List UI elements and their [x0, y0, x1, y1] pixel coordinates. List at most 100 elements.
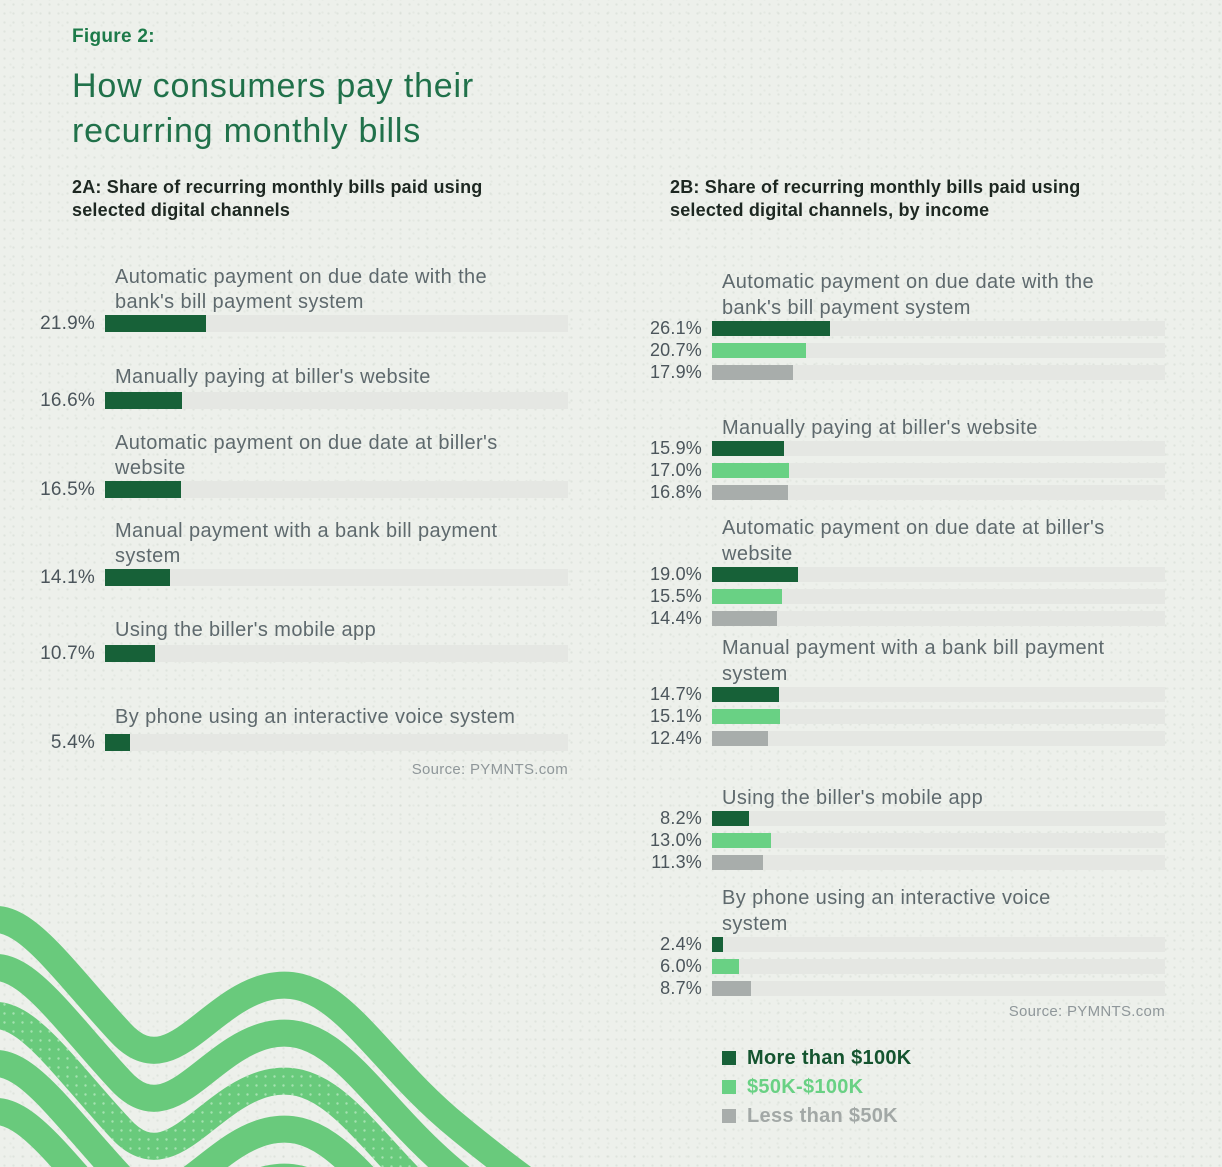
bar-track	[105, 315, 568, 332]
value-label: 8.7%	[660, 978, 702, 998]
bar-fill	[105, 392, 182, 409]
bar-fill	[105, 734, 130, 751]
category-label: Automatic payment on due date at biller'…	[115, 432, 498, 479]
figure-title: How consumers pay their recurring monthl…	[72, 67, 474, 150]
legend-item-50k-100k: $50K-$100K	[722, 1075, 1165, 1099]
bar-fill	[712, 485, 789, 500]
bar-track	[105, 645, 568, 662]
value-label: 6.0%	[660, 956, 702, 976]
chart-2a-row: Manually paying at biller's website 16.6…	[40, 365, 568, 411]
bar-fill	[712, 731, 769, 746]
bar-fill	[712, 463, 789, 478]
bar-track	[712, 589, 1165, 604]
category-label: Using the biller's mobile app	[722, 787, 984, 809]
category-label: Manual payment with a bank bill payment …	[115, 520, 498, 567]
value-label: 2.4%	[660, 934, 702, 954]
bar-fill	[712, 855, 764, 870]
value-label: 15.1%	[649, 706, 702, 726]
value-label: 19.0%	[649, 564, 702, 584]
category-label: By phone using an interactive voice syst…	[722, 887, 1051, 935]
bar-fill	[712, 937, 723, 952]
chart-2b-group: Using the biller's mobile app 8.2% 13.0%…	[645, 785, 1165, 872]
bar-track	[712, 321, 1165, 336]
chart-2b-group: Automatic payment on due date at biller'…	[645, 515, 1165, 628]
chart-2a-row: Automatic payment on due date with the b…	[40, 265, 568, 334]
bar-track	[712, 485, 1165, 500]
bar-track	[712, 959, 1165, 974]
legend-label: $50K-$100K	[747, 1075, 864, 1098]
category-label: By phone using an interactive voice syst…	[115, 706, 516, 728]
bar-track	[712, 567, 1165, 582]
bar-fill	[712, 611, 778, 626]
value-label: 21.9%	[40, 312, 95, 334]
bar-fill	[712, 687, 779, 702]
category-label: Automatic payment on due date at biller'…	[722, 517, 1105, 565]
chart-2a-row: Automatic payment on due date at biller'…	[40, 431, 568, 500]
chart-2a-heading: 2A: Share of recurring monthly bills pai…	[72, 177, 483, 220]
category-label: Manual payment with a bank bill payment …	[722, 637, 1105, 685]
bar-fill	[712, 589, 783, 604]
bar-fill	[712, 833, 771, 848]
bar-track	[712, 855, 1165, 870]
decorative-wave-graphic	[0, 906, 532, 1167]
value-label: 14.1%	[40, 566, 95, 588]
value-label: 12.4%	[649, 728, 702, 748]
chart-2a-row: By phone using an interactive voice syst…	[40, 705, 568, 753]
value-label: 16.8%	[649, 482, 702, 502]
category-label: Using the biller's mobile app	[115, 619, 377, 641]
bar-fill	[712, 567, 799, 582]
legend-swatch-gray	[722, 1109, 736, 1123]
legend-swatch-dark-green	[722, 1051, 736, 1065]
bar-track	[105, 481, 568, 498]
source-note: Source: PYMNTS.com	[411, 761, 568, 778]
chart-2a-row: Manual payment with a bank bill payment …	[40, 519, 568, 588]
bar-fill	[105, 569, 171, 586]
value-label: 26.1%	[649, 318, 702, 338]
bar-fill	[712, 321, 831, 336]
value-label: 15.5%	[649, 586, 702, 606]
bar-track	[712, 441, 1165, 456]
bar-track	[712, 937, 1165, 952]
legend-label: More than $100K	[747, 1046, 912, 1069]
bar-track	[105, 734, 568, 751]
chart-2b: 2B: Share of recurring monthly bills pai…	[645, 176, 1165, 1133]
bar-fill	[712, 365, 794, 380]
value-label: 5.4%	[50, 731, 95, 753]
figure-header: Figure 2: How consumers pay their recurr…	[72, 26, 474, 154]
bar-track	[105, 569, 568, 586]
bar-track	[712, 811, 1165, 826]
bar-fill	[105, 645, 155, 662]
value-label: 15.9%	[649, 438, 702, 458]
value-label: 17.0%	[649, 460, 702, 480]
value-label: 16.5%	[40, 478, 95, 500]
bar-track	[712, 687, 1165, 702]
legend-item-less-than-50k: Less than $50K	[722, 1104, 1165, 1128]
bar-track	[712, 611, 1165, 626]
bar-fill	[712, 811, 750, 826]
bar-track	[712, 731, 1165, 746]
category-label: Automatic payment on due date with the b…	[722, 271, 1095, 319]
legend: More than $100K $50K-$100K Less than $50…	[722, 1046, 1165, 1128]
source-note: Source: PYMNTS.com	[1008, 1003, 1165, 1020]
value-label: 8.2%	[660, 808, 702, 828]
bar-track	[712, 365, 1165, 380]
chart-2b-group: Manual payment with a bank bill payment …	[645, 635, 1165, 748]
chart-2b-group: By phone using an interactive voice syst…	[645, 885, 1165, 998]
value-label: 14.4%	[649, 608, 702, 628]
category-label: Manually paying at biller's website	[722, 417, 1038, 439]
chart-2b-group: Automatic payment on due date with the b…	[645, 269, 1165, 382]
bar-fill	[105, 481, 182, 498]
chart-2b-group: Manually paying at biller's website 15.9…	[645, 415, 1165, 502]
chart-2a-row: Using the biller's mobile app 10.7%	[40, 618, 568, 664]
figure-label: Figure 2:	[72, 26, 155, 47]
value-label: 20.7%	[649, 340, 702, 360]
bar-track	[712, 463, 1165, 478]
bar-fill	[712, 709, 781, 724]
category-label: Automatic payment on due date with the b…	[115, 266, 488, 313]
bar-fill	[712, 981, 752, 996]
bar-track	[712, 981, 1165, 996]
bar-fill	[105, 315, 207, 332]
value-label: 13.0%	[649, 830, 702, 850]
category-label: Manually paying at biller's website	[115, 366, 431, 388]
